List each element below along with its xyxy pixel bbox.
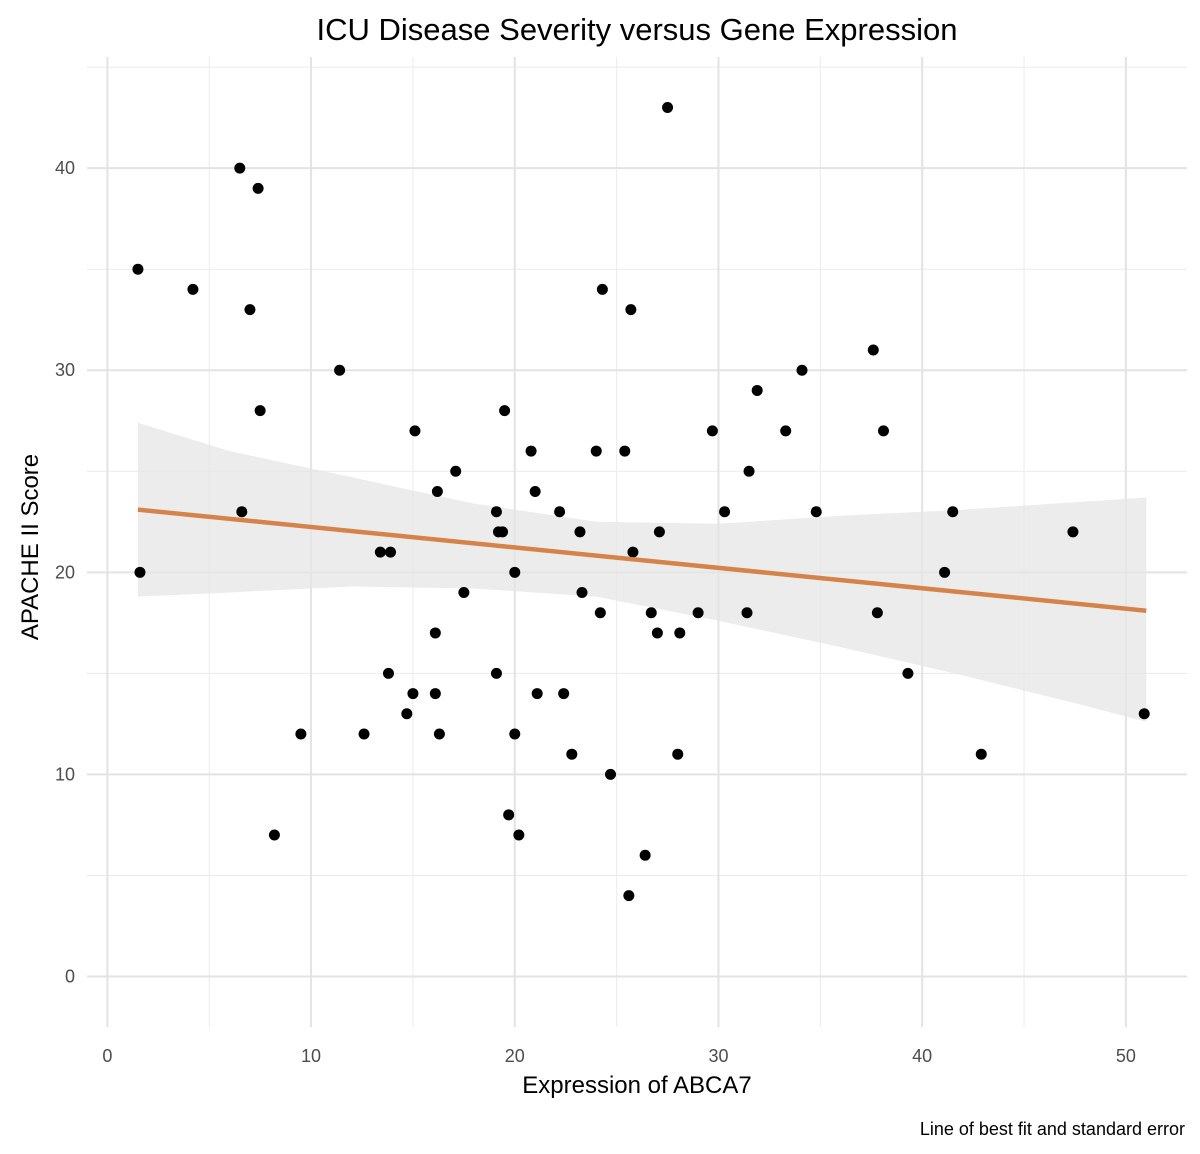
data-point — [134, 566, 146, 578]
data-point — [574, 526, 586, 538]
data-point — [429, 627, 441, 639]
x-tick-label: 50 — [1116, 1046, 1136, 1066]
data-point — [531, 688, 543, 700]
data-point — [877, 425, 889, 437]
data-point — [433, 728, 445, 740]
data-point — [743, 465, 755, 477]
best-fit-line — [137, 507, 1147, 613]
data-point — [529, 485, 541, 497]
data-point — [741, 607, 753, 619]
data-point — [692, 607, 704, 619]
chart-caption: Line of best fit and standard error — [920, 1119, 1185, 1139]
y-tick-label: 10 — [55, 764, 75, 784]
data-point — [662, 102, 674, 114]
data-point — [706, 425, 718, 437]
x-tick-label: 0 — [102, 1046, 112, 1066]
data-point — [295, 728, 307, 740]
data-point — [645, 607, 657, 619]
data-point — [374, 546, 386, 558]
data-point — [975, 748, 987, 760]
y-tick-label: 20 — [55, 562, 75, 582]
data-point — [254, 405, 266, 417]
se-band-area — [137, 422, 1147, 722]
data-point — [871, 607, 883, 619]
y-tick-label: 40 — [55, 158, 75, 178]
data-point — [719, 506, 731, 518]
data-point — [902, 667, 914, 679]
x-tick-label: 30 — [708, 1046, 728, 1066]
data-point — [385, 546, 397, 558]
data-point — [674, 627, 686, 639]
data-point — [672, 748, 684, 760]
data-point — [780, 425, 792, 437]
data-point — [513, 829, 525, 841]
data-point — [1138, 708, 1150, 720]
data-point — [409, 425, 421, 437]
data-points — [132, 102, 1150, 902]
data-point — [503, 809, 515, 821]
data-point — [596, 283, 608, 295]
y-tick-labels: 0 10 20 30 40 — [55, 158, 75, 986]
data-point — [590, 445, 602, 457]
data-point — [401, 708, 413, 720]
data-point — [187, 283, 199, 295]
data-point — [358, 728, 370, 740]
data-point — [525, 445, 537, 457]
data-point — [566, 748, 578, 760]
data-point — [382, 667, 394, 679]
data-point — [252, 182, 264, 194]
data-point — [653, 526, 665, 538]
data-point — [796, 364, 808, 376]
y-tick-label: 30 — [55, 360, 75, 380]
data-point — [132, 263, 144, 275]
data-point — [268, 829, 280, 841]
data-point — [509, 566, 521, 578]
data-point — [490, 667, 502, 679]
data-point — [751, 384, 763, 396]
data-point — [450, 465, 462, 477]
data-point — [490, 506, 502, 518]
data-point — [627, 546, 639, 558]
data-point — [623, 890, 635, 902]
data-point — [334, 364, 346, 376]
x-tick-label: 40 — [912, 1046, 932, 1066]
data-point — [558, 688, 570, 700]
data-point — [431, 485, 443, 497]
data-point — [236, 506, 248, 518]
x-axis-title: Expression of ABCA7 — [522, 1072, 751, 1099]
data-point — [244, 304, 256, 316]
data-point — [499, 405, 511, 417]
data-point — [639, 849, 651, 861]
data-point — [554, 506, 566, 518]
data-point — [947, 506, 959, 518]
data-point — [234, 162, 246, 174]
data-point — [594, 607, 606, 619]
data-point — [407, 688, 419, 700]
data-point — [810, 506, 822, 518]
data-point — [458, 587, 470, 599]
fit-line-group — [137, 507, 1147, 613]
y-tick-label: 0 — [65, 966, 75, 986]
data-point — [605, 768, 617, 780]
data-point — [1067, 526, 1079, 538]
x-tick-labels: 0 10 20 30 40 50 — [102, 1046, 1136, 1066]
data-point — [619, 445, 631, 457]
standard-error-band — [137, 422, 1147, 722]
x-tick-label: 20 — [505, 1046, 525, 1066]
data-point — [576, 587, 588, 599]
data-point — [509, 728, 521, 740]
x-tick-label: 10 — [301, 1046, 321, 1066]
data-point — [939, 566, 951, 578]
data-point — [867, 344, 879, 356]
data-point — [625, 304, 637, 316]
data-point — [651, 627, 663, 639]
data-point — [429, 688, 441, 700]
data-point — [497, 526, 509, 538]
y-axis-title: APACHE II Score — [17, 454, 44, 640]
chart-title: ICU Disease Severity versus Gene Express… — [317, 12, 958, 47]
